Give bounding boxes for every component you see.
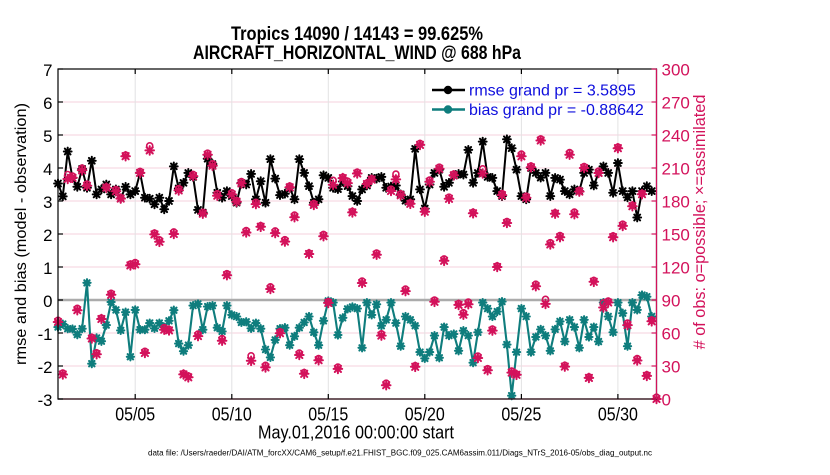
svg-text:7: 7	[43, 61, 52, 80]
svg-text:-3: -3	[38, 391, 53, 410]
svg-text:2: 2	[43, 226, 52, 245]
svg-text:rmse grand pr = 3.5895: rmse grand pr = 3.5895	[469, 83, 636, 100]
svg-text:05/25: 05/25	[501, 405, 541, 425]
svg-text:60: 60	[662, 324, 681, 343]
svg-text:270: 270	[662, 93, 690, 112]
svg-text:5: 5	[43, 127, 52, 146]
svg-text:AIRCRAFT_HORIZONTAL_WIND @ 688: AIRCRAFT_HORIZONTAL_WIND @ 688 hPa	[193, 43, 521, 64]
svg-text:300: 300	[662, 60, 690, 79]
svg-text:0: 0	[662, 390, 671, 409]
svg-text:150: 150	[662, 225, 690, 244]
svg-text:bias grand pr = -0.88642: bias grand pr = -0.88642	[469, 102, 644, 119]
svg-text:4: 4	[43, 160, 52, 179]
svg-text:# of obs: o=possible; ×=assimi: # of obs: o=possible; ×=assimilated	[691, 95, 709, 350]
svg-text:05/30: 05/30	[598, 405, 638, 425]
svg-text:90: 90	[662, 291, 681, 310]
svg-text:0: 0	[43, 292, 52, 311]
svg-text:180: 180	[662, 192, 690, 211]
svg-text:120: 120	[662, 258, 690, 277]
svg-text:6: 6	[43, 94, 52, 113]
svg-text:-1: -1	[38, 325, 53, 344]
svg-text:-2: -2	[38, 358, 53, 377]
svg-text:05/05: 05/05	[115, 405, 155, 425]
svg-text:May.01,2016 00:00:00 start: May.01,2016 00:00:00 start	[258, 422, 454, 443]
svg-text:30: 30	[662, 357, 681, 376]
svg-text:data file: /Users/raeder/DAI/A: data file: /Users/raeder/DAI/ATM_forcXX/…	[148, 448, 652, 458]
svg-text:05/15: 05/15	[308, 405, 348, 425]
svg-text:05/20: 05/20	[405, 405, 445, 425]
svg-text:210: 210	[662, 159, 690, 178]
svg-text:240: 240	[662, 126, 690, 145]
svg-text:Tropics 14090 / 14143 = 99.625: Tropics 14090 / 14143 = 99.625%	[231, 24, 483, 45]
svg-text:05/10: 05/10	[212, 405, 252, 425]
svg-text:rmse and bias (model - observa: rmse and bias (model - observation)	[13, 103, 30, 365]
svg-text:1: 1	[43, 259, 52, 278]
svg-text:3: 3	[43, 193, 52, 212]
